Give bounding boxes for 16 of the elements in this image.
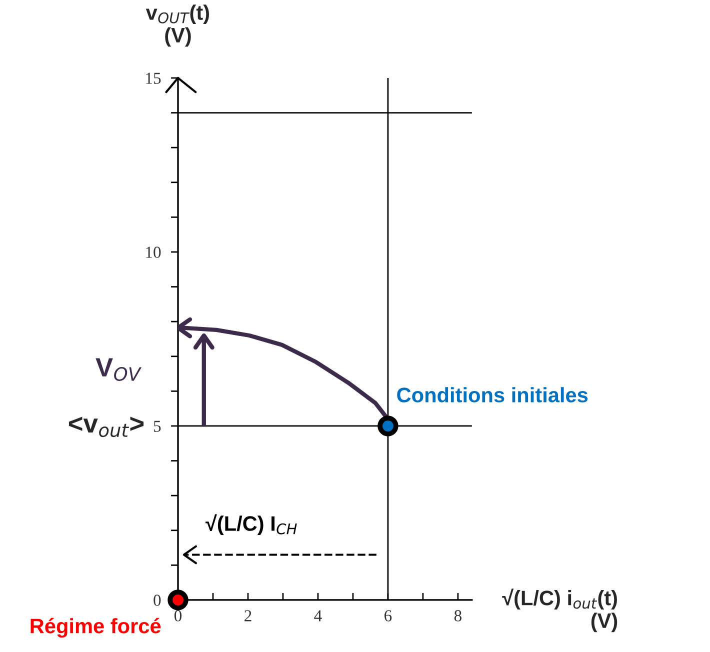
y-tick-label: 5: [154, 420, 161, 432]
series-label: Régime forcé: [30, 618, 161, 638]
x-axis-title: √(L/C) i$_{out}$(t) (V): [502, 588, 618, 632]
y-tick-label: 0: [154, 594, 161, 606]
y-tick-label: 10: [146, 246, 161, 258]
x-tick-label: 6: [384, 610, 392, 622]
y-axis-title: v$_{OUT}$(t) (V): [146, 4, 210, 47]
x-tick-label: 8: [454, 610, 462, 622]
x-tick-label: 4: [314, 610, 322, 622]
annotation: V$_{OV}$: [96, 358, 142, 381]
y-tick-label: 15: [146, 72, 161, 84]
x-tick-label: 0: [174, 610, 182, 622]
series-label: Conditions initiales: [397, 387, 588, 402]
ref-line-label: <v$_{out}$>: [68, 416, 144, 438]
annotation: √(L/C) I$_{CH}$: [205, 514, 297, 536]
x-tick-label: 2: [244, 610, 252, 622]
